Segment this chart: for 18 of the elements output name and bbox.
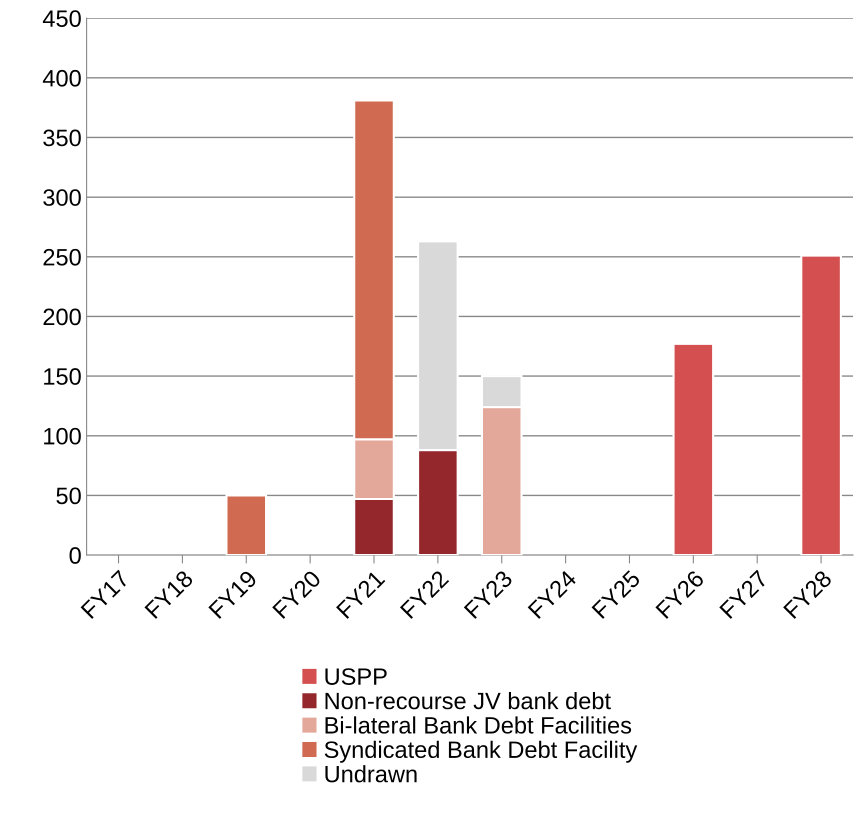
y-tick-label: 150 — [44, 368, 81, 385]
bar — [800, 254, 842, 556]
y-tick-label: 100 — [44, 428, 81, 445]
y-tick-label: 400 — [42, 70, 81, 87]
y-tick-label: 300 — [43, 189, 81, 206]
legend-label: Syndicated Bank Debt Facility — [324, 740, 638, 763]
y-tick-label: 50 — [56, 487, 81, 504]
legend-label: Bi-lateral Bank Debt Facilities — [326, 716, 632, 734]
legend-label: Undrawn — [325, 765, 417, 782]
bar — [672, 342, 714, 556]
legend-label: USPP — [325, 668, 387, 685]
legend-label: Non-recourse JV bank debt — [326, 692, 611, 710]
bar — [225, 494, 268, 556]
y-tick-label: 450 — [42, 10, 81, 27]
y-tick-label: 350 — [43, 130, 81, 146]
y-tick-label: 0 — [70, 547, 81, 564]
y-tick-label: 200 — [44, 308, 81, 326]
y-tick-label: 250 — [44, 248, 81, 266]
